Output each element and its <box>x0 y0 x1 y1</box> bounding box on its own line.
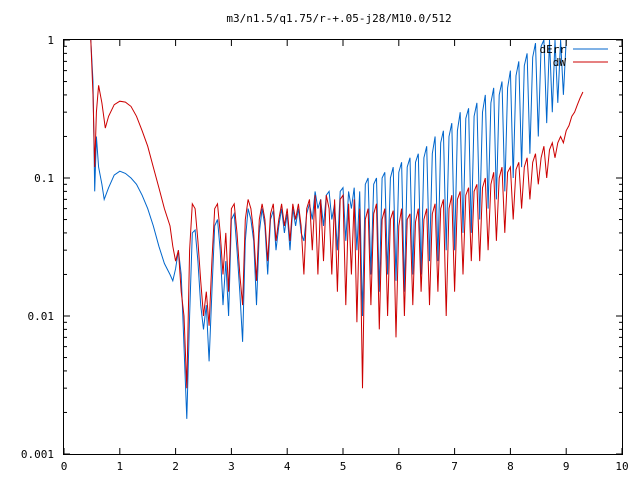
plot-area: 0 1 2 3 4 5 6 7 8 9 10 1 0.1 0.01 0.001 <box>21 34 629 473</box>
y-tick-label: 0.01 <box>28 310 55 323</box>
x-tick-label: 1 <box>116 460 123 473</box>
series-line-derr <box>90 39 567 419</box>
x-tick-label: 5 <box>340 460 347 473</box>
legend-label: dErr <box>540 43 567 56</box>
chart-title: m3/n1.5/q1.75/r-+.05-j28/M10.0/512 <box>226 12 451 25</box>
x-tick-label: 3 <box>228 460 235 473</box>
y-tick-label: 0.1 <box>34 172 54 185</box>
x-tick-label: 8 <box>507 460 514 473</box>
x-tick-label: 2 <box>172 460 179 473</box>
y-tick-label: 0.001 <box>21 448 54 461</box>
x-tick-label: 9 <box>563 460 570 473</box>
legend-label: dW <box>553 56 567 69</box>
x-tick-label: 0 <box>61 460 68 473</box>
y-axis: 1 0.1 0.01 0.001 <box>21 34 622 461</box>
x-tick-label: 7 <box>451 460 458 473</box>
y-tick-label: 1 <box>47 34 54 47</box>
x-axis: 0 1 2 3 4 5 6 7 8 9 10 <box>61 40 629 473</box>
x-tick-label: 6 <box>395 460 402 473</box>
series-layer <box>90 39 584 419</box>
x-tick-label: 10 <box>615 460 628 473</box>
plot-frame <box>63 39 623 455</box>
series-line-dw <box>90 39 584 389</box>
x-tick-label: 4 <box>284 460 291 473</box>
